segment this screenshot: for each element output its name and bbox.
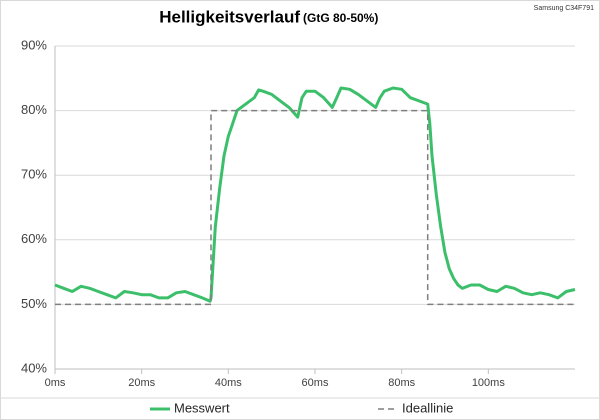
y-tick-label: 50% bbox=[21, 296, 47, 311]
watermark: Samsung C34F791 bbox=[534, 5, 594, 12]
x-tick-label: 20ms bbox=[128, 377, 155, 389]
x-tick-label: 80ms bbox=[388, 377, 415, 389]
y-tick-label: 70% bbox=[21, 167, 47, 182]
series-line bbox=[54, 86, 576, 303]
y-tick-label: 40% bbox=[21, 360, 47, 375]
legend-label: Ideallinie bbox=[402, 400, 453, 415]
x-tick-label: 0ms bbox=[45, 377, 66, 389]
legend-label: Messwert bbox=[174, 400, 230, 415]
y-tick-label: 90% bbox=[21, 37, 47, 52]
x-tick-label: 60ms bbox=[302, 377, 329, 389]
x-tick-label: 40ms bbox=[215, 377, 242, 389]
x-tick-label: 100ms bbox=[472, 377, 506, 389]
series-line bbox=[55, 109, 575, 306]
chart-subtitle: (GtG 80-50%) bbox=[303, 11, 378, 25]
y-tick-label: 60% bbox=[21, 231, 47, 246]
y-tick-label: 80% bbox=[21, 102, 47, 117]
chart-title: Helligkeitsverlauf bbox=[159, 7, 300, 26]
